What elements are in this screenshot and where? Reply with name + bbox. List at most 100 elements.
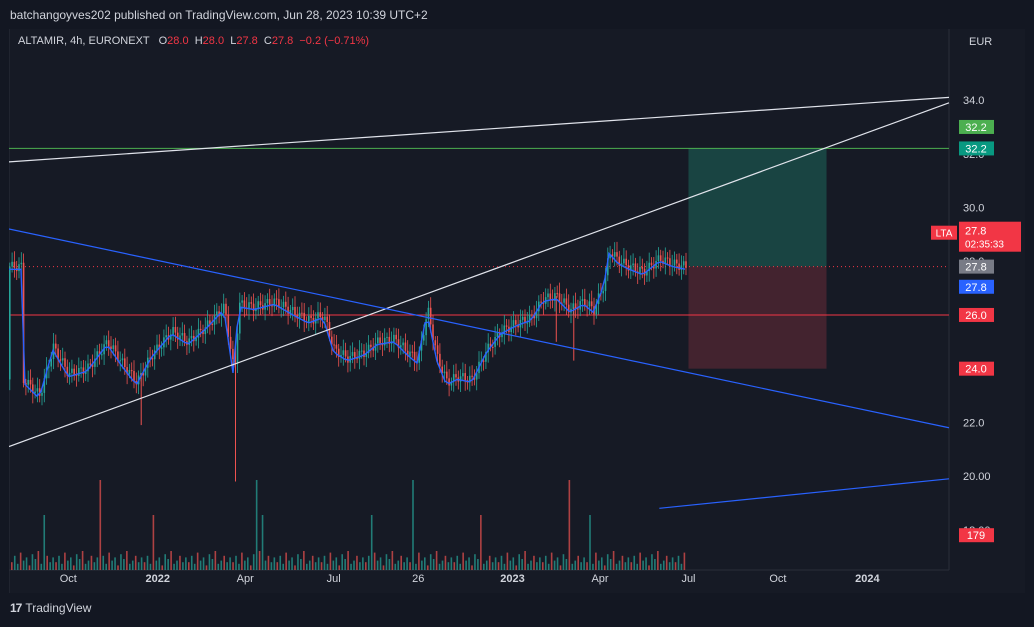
- volume-bar: [618, 560, 621, 570]
- volume-bar: [633, 555, 636, 570]
- candle-body: [678, 263, 680, 270]
- volume-bar: [255, 480, 258, 570]
- volume-bar: [211, 559, 214, 570]
- price-chart[interactable]: 34.032.030.028.026.024.022.020.0018.00EU…: [9, 29, 1025, 593]
- candle-body: [625, 258, 627, 266]
- volume-bar: [126, 551, 128, 570]
- candle-body: [303, 312, 305, 322]
- volume-bar: [394, 563, 397, 570]
- volume-bar: [308, 560, 311, 570]
- volume-bar: [648, 565, 650, 570]
- candle-body: [409, 351, 411, 357]
- candle-body: [241, 300, 243, 303]
- y-tick-label: 34.0: [963, 95, 984, 107]
- candle-body: [528, 314, 531, 323]
- candle-body: [126, 367, 128, 374]
- candle-body: [128, 370, 131, 374]
- volume-bar: [314, 562, 317, 570]
- candle-body: [324, 316, 326, 321]
- candle-body: [179, 335, 181, 340]
- volume-bar: [303, 551, 305, 570]
- candle-body: [41, 392, 43, 396]
- candle-body: [363, 350, 365, 357]
- candle-body: [160, 347, 163, 349]
- candle-body: [400, 345, 402, 348]
- volume-bar: [603, 565, 606, 570]
- volume-bar: [64, 552, 66, 570]
- candle-body: [540, 301, 542, 303]
- volume-bar: [270, 562, 273, 570]
- trendline-blue: [659, 478, 950, 509]
- volume-bar: [412, 480, 414, 570]
- volume-bar: [645, 557, 647, 570]
- candle-body: [344, 350, 347, 357]
- change-value: −0.2 (−0.71%): [299, 35, 370, 47]
- candle-body: [664, 257, 667, 264]
- volume-bar: [238, 563, 240, 570]
- volume-bar: [232, 562, 234, 570]
- chart-area[interactable]: 34.032.030.028.026.024.022.020.0018.00EU…: [9, 29, 1025, 593]
- volume-bar: [574, 560, 577, 570]
- candle-body: [55, 343, 57, 349]
- tradingview-logo-icon[interactable]: 17: [10, 601, 22, 615]
- volume-bar: [353, 560, 355, 570]
- volume-bar: [140, 557, 143, 570]
- volume-bar: [176, 560, 178, 570]
- brand-name[interactable]: TradingView: [25, 601, 92, 615]
- candle-body: [427, 307, 430, 320]
- volume-bar: [424, 557, 426, 570]
- candle-body: [64, 358, 66, 367]
- candle-body: [91, 364, 94, 367]
- candle-body: [121, 358, 124, 361]
- candle-body: [48, 366, 50, 368]
- volume-bar: [78, 559, 81, 570]
- volume-bar: [660, 563, 662, 570]
- candle-body: [110, 346, 112, 349]
- candle-body: [669, 258, 671, 267]
- candle-body: [82, 367, 85, 374]
- candle-body: [11, 261, 13, 267]
- volume-bar: [182, 562, 184, 570]
- volume-bar: [297, 554, 299, 570]
- volume-bar: [450, 557, 453, 570]
- volume-bar: [350, 563, 352, 570]
- candle-body: [206, 320, 209, 328]
- volume-bar: [683, 552, 686, 570]
- candle-body: [374, 343, 377, 351]
- candle-body: [685, 261, 687, 268]
- candle-body: [278, 299, 280, 308]
- volume-bar: [506, 552, 509, 570]
- candle-body: [533, 315, 535, 319]
- candle-body: [372, 346, 374, 351]
- candle-body: [572, 303, 575, 309]
- candle-body: [627, 265, 630, 271]
- candle-body: [174, 327, 177, 333]
- candle-body: [130, 370, 133, 372]
- candle-body: [434, 340, 437, 346]
- volume-bar: [326, 563, 329, 570]
- candle-body: [94, 358, 96, 367]
- candle-body: [406, 350, 409, 357]
- volume-bar: [70, 557, 72, 570]
- volume-bar: [261, 515, 264, 570]
- volume-bar: [190, 555, 193, 570]
- candle-body: [112, 345, 115, 349]
- candle-body: [450, 381, 453, 386]
- volume-bar: [671, 557, 674, 570]
- candle-body: [25, 382, 27, 385]
- candle-body: [526, 322, 529, 324]
- volume-bar: [624, 562, 627, 570]
- volume-bar: [527, 563, 529, 570]
- volume-bar: [155, 560, 158, 570]
- x-tick-label: 2023: [500, 573, 524, 585]
- volume-bar: [267, 555, 270, 570]
- candle-body: [317, 312, 319, 319]
- volume-bar: [90, 555, 93, 570]
- volume-bar: [61, 563, 63, 570]
- candle-body: [556, 293, 558, 295]
- candle-body: [595, 304, 598, 315]
- symbol-info[interactable]: ALTAMIR, 4h, EURONEXT: [18, 35, 150, 47]
- candle-body: [354, 352, 356, 359]
- candle-body: [119, 360, 121, 362]
- volume-bar: [571, 563, 574, 570]
